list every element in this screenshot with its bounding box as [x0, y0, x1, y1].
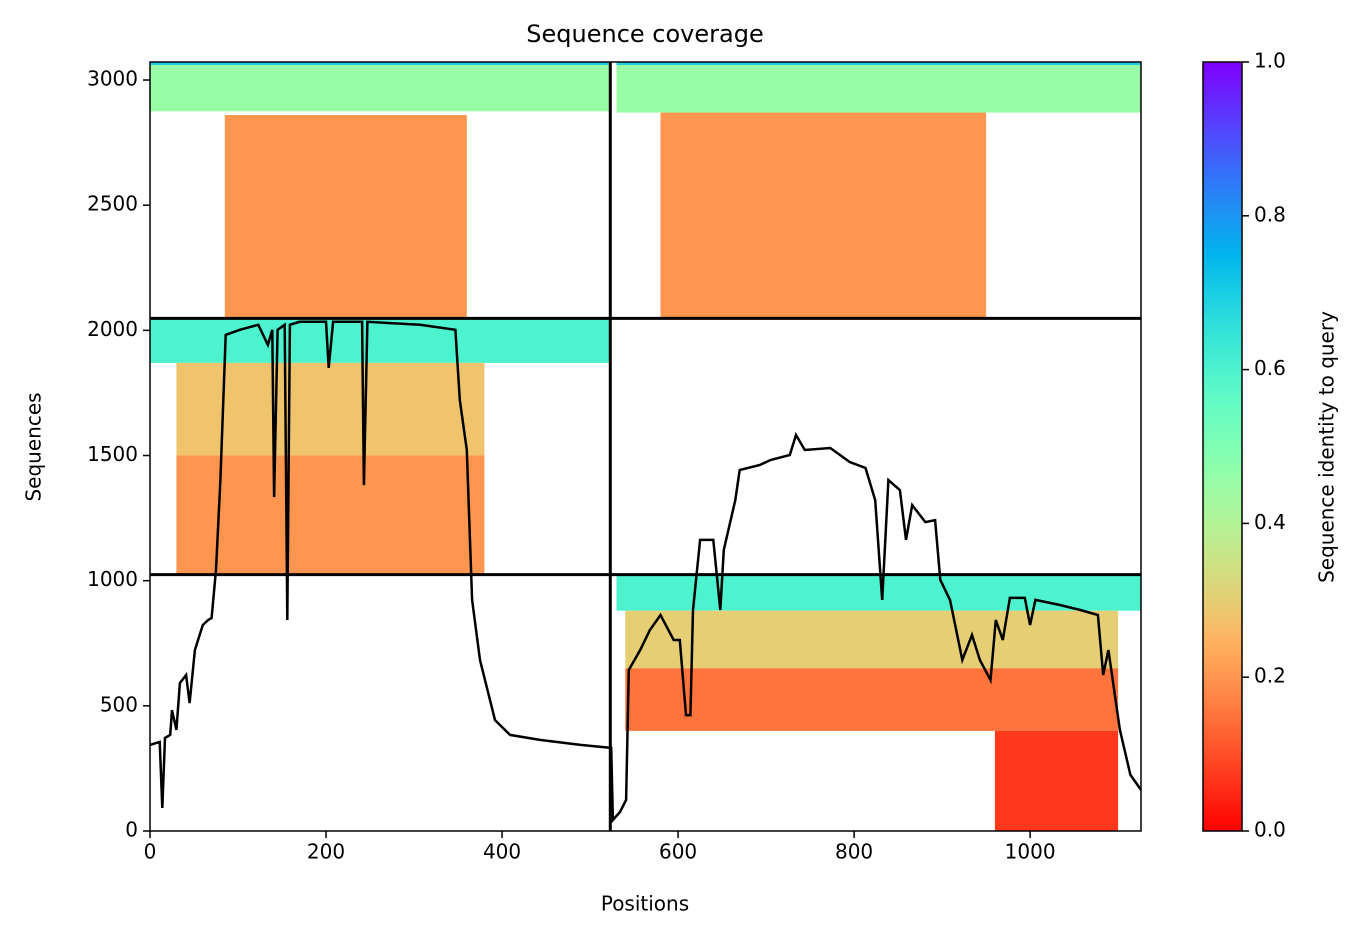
colorbar-tick-label: 0.6	[1254, 356, 1286, 380]
coverage-region	[150, 65, 611, 112]
x-axis-label: Positions	[601, 892, 689, 916]
coverage-region	[625, 668, 1119, 731]
colorbar-tick-label: 1.0	[1254, 49, 1286, 73]
colorbar-label: Sequence identity to query	[1315, 311, 1339, 583]
y-tick-label: 2500	[87, 192, 138, 216]
y-tick-label: 1500	[87, 442, 138, 466]
y-tick-label: 1000	[87, 567, 138, 591]
coverage-region	[616, 62, 1141, 66]
x-tick-label: 200	[307, 840, 345, 864]
coverage-region	[224, 115, 467, 319]
y-tick-label: 0	[125, 818, 138, 842]
colorbar-tick-label: 0.2	[1254, 664, 1286, 688]
y-axis-label: Sequences	[22, 392, 46, 501]
x-tick-label: 800	[835, 840, 873, 864]
colorbar	[1202, 61, 1243, 832]
coverage-region	[625, 610, 1119, 669]
coverage-region	[176, 455, 485, 575]
coverage-region	[616, 65, 1141, 113]
coverage-region	[150, 62, 611, 66]
y-tick-label: 2000	[87, 317, 138, 341]
coverage-region	[150, 318, 611, 363]
colorbar-tick-label: 0.8	[1254, 202, 1286, 226]
plot-frame	[149, 61, 1142, 832]
y-tick-label: 3000	[87, 67, 138, 91]
colorbar-tick-label: 0.4	[1254, 510, 1286, 534]
x-tick-label: 600	[659, 840, 697, 864]
x-tick-label: 0	[144, 840, 157, 864]
y-tick-label: 500	[100, 692, 138, 716]
coverage-region	[994, 730, 1119, 831]
colorbar-tick-label: 0.0	[1254, 818, 1286, 842]
coverage-line	[149, 320, 1143, 824]
x-tick-label: 1000	[1005, 840, 1056, 864]
coverage-region	[176, 362, 485, 456]
coverage-region	[660, 112, 987, 319]
chart-title: Sequence coverage	[526, 20, 763, 48]
x-tick-label: 400	[483, 840, 521, 864]
